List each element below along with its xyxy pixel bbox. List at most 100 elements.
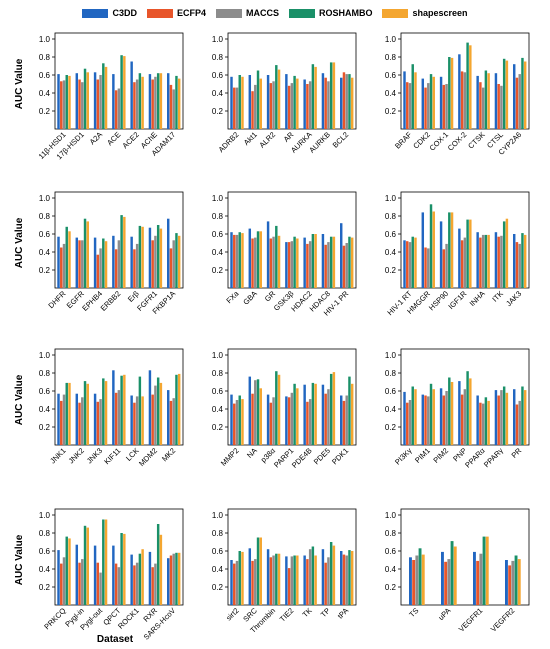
bar-roshambo [293,75,296,129]
bar-ecfp4 [406,402,409,445]
y-tick-label: 0.2 [39,107,51,116]
bar-ecfp4 [406,241,409,288]
bar-c3dd [303,79,306,129]
x-tick-label: JNK2 [67,446,86,465]
bar-maccs [254,84,257,129]
bar-ecfp4 [251,91,254,129]
legend-label: ECFP4 [176,8,206,18]
bar-maccs [117,390,121,445]
bar-c3dd [285,556,288,605]
bar-shapescreen [414,389,417,445]
bar-c3dd [167,558,170,605]
y-tick-label: 0.4 [385,89,397,98]
bar-maccs [272,236,275,288]
bar-roshambo [418,548,422,605]
legend-swatch [82,8,109,18]
y-tick-label: 0.8 [385,212,397,221]
bar-c3dd [93,393,97,445]
bar-maccs [445,84,448,129]
bar-c3dd [421,78,425,129]
x-tick-label: KIF11 [102,446,122,466]
bar-maccs [511,560,515,605]
bar-maccs [254,237,257,288]
x-tick-label: ACE [105,130,122,147]
bar-maccs [447,559,451,605]
bar-ecfp4 [324,77,327,129]
bar-ecfp4 [442,249,446,288]
bar-shapescreen [159,73,163,129]
bar-shapescreen [350,551,354,605]
bar-shapescreen [141,396,144,445]
bar-c3dd [130,395,133,445]
bar-maccs [235,87,239,129]
bar-ecfp4 [133,565,136,605]
x-tick-label: TK [301,606,314,619]
bar-roshambo [348,236,351,288]
y-tick-label: 1.0 [39,511,51,520]
bar-roshambo [138,376,142,445]
bar-ecfp4 [133,249,136,288]
bar-roshambo [256,537,260,605]
bar-shapescreen [104,519,108,605]
bar-maccs [518,243,521,288]
bar-shapescreen [68,231,71,288]
bar-c3dd [248,75,252,129]
bar-ecfp4 [78,79,81,129]
bar-shapescreen [277,235,281,288]
bar-maccs [518,74,521,129]
bar-shapescreen [350,77,354,129]
bar-c3dd [303,384,306,445]
bar-maccs [117,88,121,129]
bar-ecfp4 [151,240,154,288]
bar-shapescreen [450,382,454,445]
bar-shapescreen [523,390,527,445]
bar-maccs [463,389,467,445]
legend-item-shapescreen: shapescreen [382,8,468,18]
x-tick-label: tPA [336,606,351,621]
bar-ecfp4 [96,79,100,129]
legend-label: ROSHAMBO [318,8,373,18]
bar-roshambo [484,70,488,129]
bar-maccs [345,243,348,288]
bar-ecfp4 [169,248,173,288]
bar-ecfp4 [497,395,500,445]
bar-shapescreen [159,382,163,445]
y-tick-label: 0.8 [385,369,397,378]
bar-c3dd [148,227,152,288]
bar-roshambo [238,551,241,605]
bar-ecfp4 [169,84,173,129]
bar-ecfp4 [60,400,63,445]
bar-c3dd [266,75,270,129]
bar-c3dd [403,71,406,129]
bar-shapescreen [123,56,126,129]
bar-ecfp4 [342,554,346,605]
bar-ecfp4 [251,560,254,605]
bar-ecfp4 [151,567,154,605]
bar-shapescreen [314,234,317,288]
bar-c3dd [130,236,133,288]
y-tick-label: 0.2 [39,423,51,432]
bar-roshambo [411,64,414,129]
bar-c3dd [513,234,516,288]
bar-shapescreen [241,76,244,129]
bar-c3dd [494,390,498,445]
bar-maccs [172,89,175,129]
bar-ecfp4 [287,568,291,605]
bar-roshambo [329,62,333,129]
x-tick-label: VEGFR1 [457,606,485,634]
bar-ecfp4 [233,87,236,129]
y-tick-label: 0.8 [39,369,51,378]
y-tick-label: 0.4 [39,248,51,257]
y-axis-label: AUC Value [14,217,25,268]
y-tick-label: 1.0 [385,351,397,360]
bar-ecfp4 [324,393,327,445]
bar-shapescreen [123,374,126,445]
bar-c3dd [130,61,133,129]
bar-roshambo [275,553,278,605]
y-tick-label: 1.0 [385,511,397,520]
x-tick-label: ROCK1 [116,606,141,631]
